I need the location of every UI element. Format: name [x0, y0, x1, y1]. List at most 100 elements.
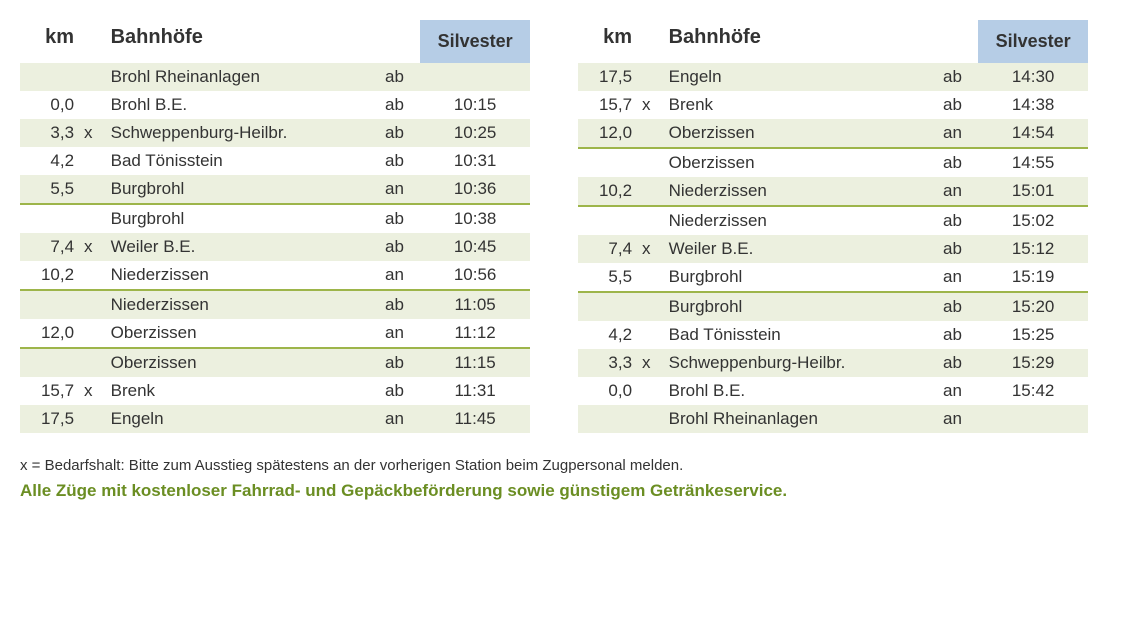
cell-km — [578, 405, 642, 433]
table-row: Oberzissenab14:55 — [578, 148, 1088, 177]
table-row: 4,2Bad Tönissteinab15:25 — [578, 321, 1088, 349]
outbound-timetable: km Bahnhöfe Silvester Brohl Rheinanlagen… — [20, 20, 530, 433]
table-row: 0,0Brohl B.E.an15:42 — [578, 377, 1088, 405]
cell-time: 10:25 — [420, 119, 530, 147]
cell-time: 11:12 — [420, 319, 530, 348]
cell-km: 10,2 — [578, 177, 642, 206]
cell-km: 0,0 — [578, 377, 642, 405]
cell-km — [20, 63, 84, 91]
cell-time: 15:20 — [978, 292, 1088, 321]
cell-km: 15,7 — [20, 377, 84, 405]
table-header-row: km Bahnhöfe Silvester — [578, 20, 1088, 63]
cell-km — [578, 206, 642, 235]
cell-request-stop-marker — [642, 148, 663, 177]
table-row: 17,5Engelnab14:30 — [578, 63, 1088, 91]
cell-km: 3,3 — [20, 119, 84, 147]
cell-mode: ab — [379, 91, 420, 119]
cell-mode: ab — [937, 349, 978, 377]
cell-station: Burgbrohl — [663, 263, 937, 292]
table-row: 7,4xWeiler B.E.ab10:45 — [20, 233, 530, 261]
cell-km: 12,0 — [578, 119, 642, 148]
cell-station: Burgbrohl — [105, 175, 379, 204]
cell-km — [20, 348, 84, 377]
cell-station: Brenk — [663, 91, 937, 119]
cell-time: 15:25 — [978, 321, 1088, 349]
footnotes: x = Bedarfshalt: Bitte zum Ausstieg spät… — [20, 455, 1103, 503]
cell-km: 4,2 — [20, 147, 84, 175]
cell-km: 10,2 — [20, 261, 84, 290]
table-row: Brohl Rheinanlagenan — [578, 405, 1088, 433]
outbound-tbody: Brohl Rheinanlagenab0,0Brohl B.E.ab10:15… — [20, 63, 530, 433]
cell-request-stop-marker: x — [84, 119, 105, 147]
cell-mode: ab — [937, 91, 978, 119]
col-header-station: Bahnhöfe — [105, 20, 379, 63]
cell-request-stop-marker — [642, 119, 663, 148]
cell-time: 14:38 — [978, 91, 1088, 119]
cell-km — [578, 148, 642, 177]
cell-station: Brenk — [105, 377, 379, 405]
cell-time: 15:29 — [978, 349, 1088, 377]
return-timetable: km Bahnhöfe Silvester 17,5Engelnab14:301… — [578, 20, 1088, 433]
cell-time — [978, 405, 1088, 433]
cell-time: 10:38 — [420, 204, 530, 233]
table-row: 17,5Engelnan11:45 — [20, 405, 530, 433]
cell-mode: ab — [937, 148, 978, 177]
table-row: 3,3xSchweppenburg-Heilbr.ab15:29 — [578, 349, 1088, 377]
cell-km: 7,4 — [578, 235, 642, 263]
cell-time: 15:12 — [978, 235, 1088, 263]
cell-request-stop-marker — [84, 91, 105, 119]
cell-time: 10:45 — [420, 233, 530, 261]
cell-time: 15:19 — [978, 263, 1088, 292]
cell-station: Engeln — [105, 405, 379, 433]
cell-mode: an — [379, 319, 420, 348]
cell-mode: ab — [379, 119, 420, 147]
cell-km — [578, 292, 642, 321]
cell-time: 15:01 — [978, 177, 1088, 206]
col-header-km: km — [578, 20, 642, 63]
cell-request-stop-marker — [84, 204, 105, 233]
cell-request-stop-marker — [84, 147, 105, 175]
cell-time: 10:31 — [420, 147, 530, 175]
cell-mode: an — [379, 261, 420, 290]
cell-time — [420, 63, 530, 91]
table-row: 10,2Niederzissenan15:01 — [578, 177, 1088, 206]
cell-station: Engeln — [663, 63, 937, 91]
cell-request-stop-marker — [642, 377, 663, 405]
table-row: 10,2Niederzissenan10:56 — [20, 261, 530, 290]
cell-mode: ab — [937, 235, 978, 263]
cell-station: Weiler B.E. — [663, 235, 937, 263]
col-header-x — [84, 20, 105, 63]
table-row: Burgbrohlab10:38 — [20, 204, 530, 233]
cell-request-stop-marker — [84, 348, 105, 377]
cell-request-stop-marker — [84, 405, 105, 433]
cell-station: Niederzissen — [105, 290, 379, 319]
cell-station: Bad Tönisstein — [663, 321, 937, 349]
cell-km: 3,3 — [578, 349, 642, 377]
cell-km: 17,5 — [20, 405, 84, 433]
cell-mode: ab — [379, 377, 420, 405]
cell-mode: ab — [937, 321, 978, 349]
table-row: 15,7xBrenkab11:31 — [20, 377, 530, 405]
col-header-time: Silvester — [420, 20, 530, 63]
cell-station: Oberzissen — [105, 319, 379, 348]
footnote-request-stop: x = Bedarfshalt: Bitte zum Ausstieg spät… — [20, 455, 1103, 478]
table-row: 0,0Brohl B.E.ab10:15 — [20, 91, 530, 119]
cell-mode: an — [379, 405, 420, 433]
promo-text: Alle Züge mit kostenloser Fahrrad- und G… — [20, 478, 1103, 504]
cell-mode: an — [937, 405, 978, 433]
cell-station: Brohl B.E. — [105, 91, 379, 119]
cell-km: 17,5 — [578, 63, 642, 91]
cell-mode: an — [937, 119, 978, 148]
table-header-row: km Bahnhöfe Silvester — [20, 20, 530, 63]
cell-km: 7,4 — [20, 233, 84, 261]
cell-mode: an — [937, 377, 978, 405]
cell-mode: an — [937, 263, 978, 292]
cell-time: 15:02 — [978, 206, 1088, 235]
cell-mode: an — [937, 177, 978, 206]
cell-request-stop-marker: x — [84, 377, 105, 405]
cell-time: 10:56 — [420, 261, 530, 290]
cell-km: 5,5 — [578, 263, 642, 292]
cell-mode: ab — [379, 204, 420, 233]
return-tbody: 17,5Engelnab14:3015,7xBrenkab14:3812,0Ob… — [578, 63, 1088, 433]
cell-station: Oberzissen — [105, 348, 379, 377]
